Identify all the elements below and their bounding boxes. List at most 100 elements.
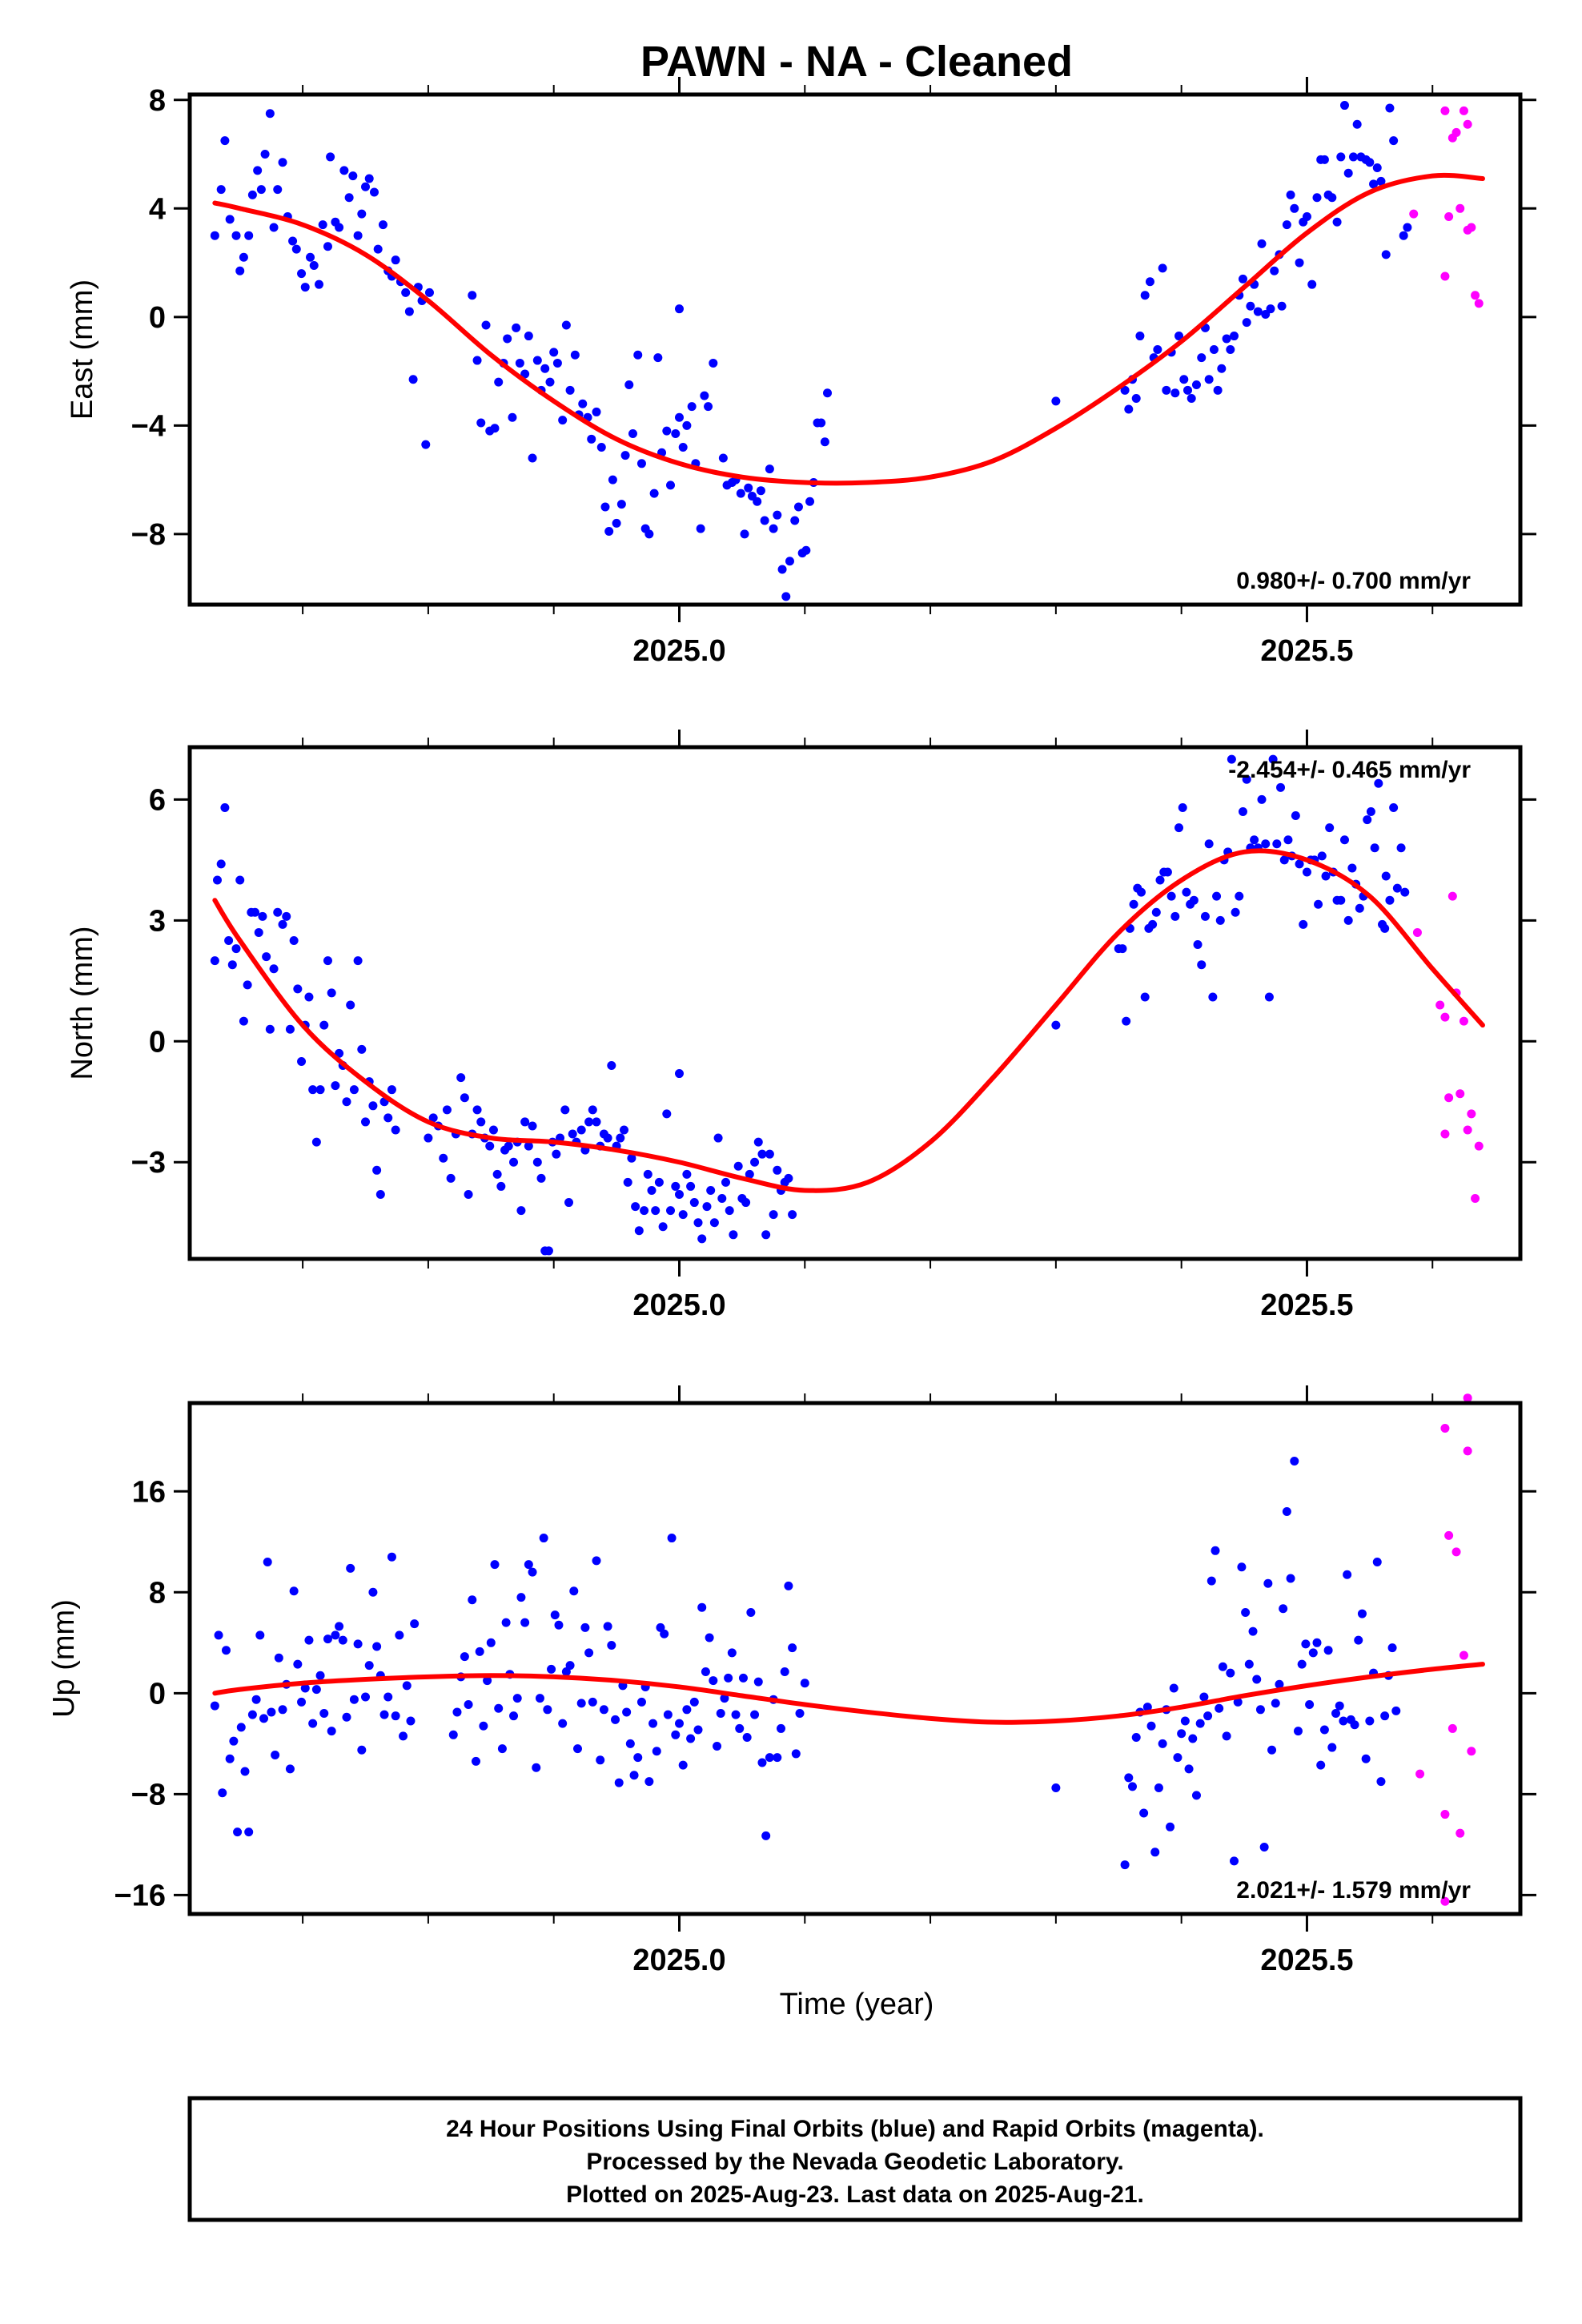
data-point-blue [724,1673,733,1683]
data-point-blue [278,158,287,167]
data-point-blue [353,231,363,240]
data-point-blue [633,1753,643,1763]
data-point-blue [689,1198,699,1208]
data-point-blue [291,244,301,254]
data-point-blue [327,1727,336,1736]
data-point-magenta [1440,271,1450,281]
data-point-blue [674,412,684,422]
data-point-magenta [1459,106,1468,115]
data-point-blue [788,1210,797,1220]
data-point-blue [293,984,303,994]
panel-north: 2025.0 2025.5 −3 0 3 6 North (mm) -2.454+/- 0.4… [66,730,1536,1322]
data-point-blue [1277,301,1287,311]
data-point-blue [1162,867,1172,877]
data-point-blue [592,1556,601,1566]
data-point-magenta [1452,127,1461,137]
data-point-blue [1174,332,1184,341]
data-point-blue [1305,1699,1315,1709]
data-point-blue [705,1633,714,1642]
data-point-blue [564,1198,574,1208]
data-point-blue [1301,1639,1311,1649]
data-point-blue [718,453,728,463]
data-point-blue [1323,1646,1333,1655]
data-point-blue [468,1595,477,1605]
data-point-blue [512,1694,522,1703]
data-point-blue [314,279,323,289]
data-point-blue [689,1697,699,1707]
data-point-blue [717,1194,727,1204]
data-point-blue [636,1697,646,1707]
data-point-blue [720,1694,729,1703]
fit-curve-up [212,1662,1485,1725]
data-point-blue [235,875,245,885]
data-point-blue [288,236,298,246]
y-tick-label-east: 0 [149,301,166,335]
data-point-blue [662,1109,672,1119]
data-point-blue [210,231,219,240]
data-point-blue [1363,815,1372,825]
data-point-blue [285,1024,295,1034]
data-point-blue [704,402,713,412]
data-point-blue [1183,385,1192,395]
data-point-blue [503,334,512,344]
data-point-blue [671,1730,681,1739]
data-point-blue [1227,754,1236,764]
data-point-blue [1327,193,1337,203]
footer-line-1: 24 Hour Positions Using Final Orbits (bl… [446,2116,1264,2142]
data-point-blue [572,1744,582,1754]
data-point-blue [247,190,257,199]
data-point-blue [357,1745,367,1755]
data-point-blue [448,1730,458,1739]
data-point-blue [278,919,287,929]
x-tick-label-up: 2025.5 [1260,1944,1353,1977]
data-point-blue [565,385,575,395]
data-point-blue [221,1646,231,1655]
data-point-blue [741,1198,751,1208]
data-point-blue [349,1695,359,1704]
data-point-blue [701,1667,710,1677]
data-point-blue [1268,754,1278,764]
data-point-blue [1124,404,1134,414]
data-point-blue [1335,1701,1344,1711]
data-point-blue [1290,1456,1299,1466]
data-point-blue [596,1755,605,1765]
data-point-blue [654,1177,664,1187]
data-point-blue [468,291,477,300]
data-point-blue [304,1635,314,1645]
data-point-blue [1380,923,1390,933]
data-point-blue [1374,778,1383,788]
data-point-blue [297,269,307,279]
data-point-blue [1230,1856,1239,1866]
data-point-blue [524,1560,533,1570]
data-point-blue [795,1709,805,1719]
data-point-blue [1308,1648,1318,1658]
data-point-blue [346,1563,355,1573]
data-point-blue [1246,301,1255,311]
data-point-blue [1122,1016,1131,1026]
data-point-blue [1182,887,1191,897]
data-point-blue [256,185,266,195]
data-point-blue [1151,907,1161,917]
data-point-blue [300,1683,310,1693]
data-point-blue [399,1731,408,1741]
data-point-blue [1264,992,1274,1002]
data-point-blue [520,369,530,379]
data-point-blue [560,1105,570,1115]
data-point-magenta [1447,891,1457,901]
data-point-blue [1366,807,1375,817]
data-point-blue [1357,1609,1367,1618]
data-point-blue [682,420,692,430]
data-point-blue [540,364,550,373]
data-point-blue [604,527,614,537]
data-point-blue [817,418,826,428]
data-point-magenta [1467,1109,1476,1119]
data-point-magenta [1415,1769,1425,1779]
data-point-blue [1372,1557,1382,1566]
data-point-blue [285,1764,295,1774]
data-point-blue [552,1149,561,1159]
data-point-blue [1352,119,1362,129]
x-tick-label-east: 2025.5 [1260,634,1353,668]
data-point-blue [740,529,749,539]
data-point-blue [342,1097,351,1107]
data-point-blue [1226,345,1235,354]
